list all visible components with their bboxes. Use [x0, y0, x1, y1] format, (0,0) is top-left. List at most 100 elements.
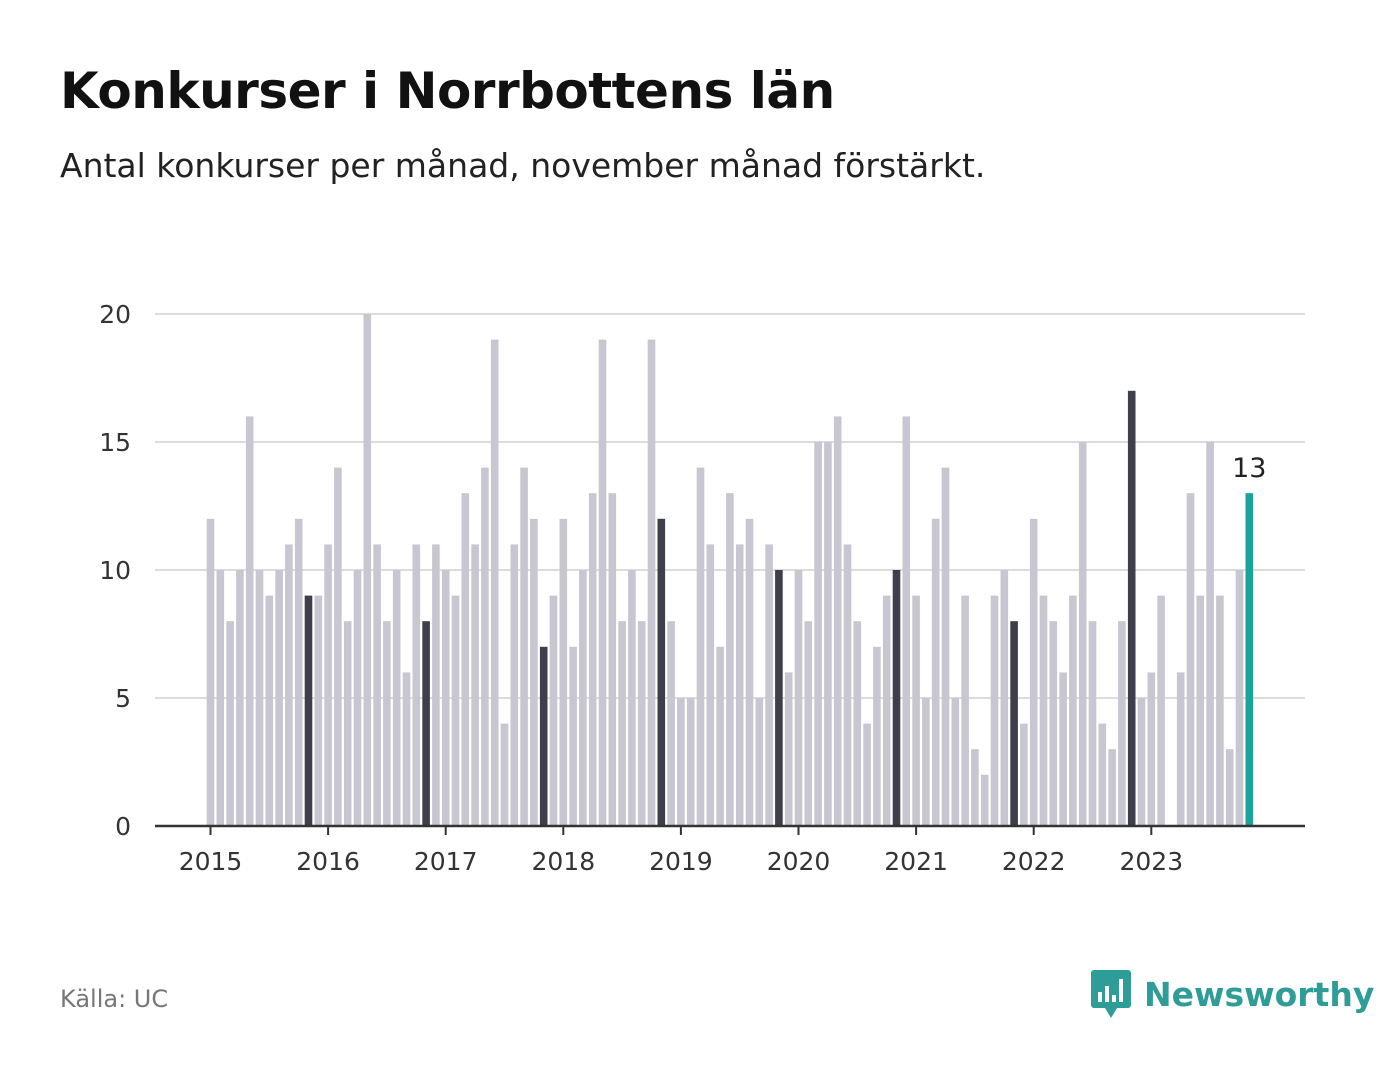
bars: [206, 314, 1254, 826]
bar: [422, 621, 430, 826]
bar: [1059, 672, 1067, 826]
x-tick-label: 2023: [1119, 847, 1183, 876]
bar: [1118, 621, 1126, 826]
x-tick-label: 2021: [884, 847, 948, 876]
bar: [794, 570, 803, 826]
bar: [334, 467, 342, 826]
chart-title: Konkurser i Norrbottens län: [60, 62, 835, 120]
bar: [1186, 493, 1195, 826]
y-tick-label: 5: [115, 684, 131, 713]
bar: [353, 570, 362, 826]
bar: [451, 595, 460, 826]
bar: [941, 467, 950, 826]
bar: [745, 518, 754, 826]
bar: [265, 595, 274, 826]
bar: [1049, 621, 1058, 826]
bar: [314, 595, 323, 826]
bar: [412, 544, 421, 826]
bar: [1206, 442, 1214, 826]
bar: [735, 544, 744, 826]
bar: [804, 621, 813, 826]
x-tick-label: 2016: [296, 847, 360, 876]
bar: [500, 723, 509, 826]
x-tick-label: 2022: [1002, 847, 1066, 876]
x-tick-label: 2019: [649, 847, 713, 876]
bar: [275, 570, 283, 826]
bar: [628, 570, 636, 826]
bar: [765, 544, 773, 826]
bar: [294, 518, 303, 826]
bar: [784, 672, 793, 826]
bar: [1137, 698, 1146, 826]
bar: [343, 621, 352, 826]
bar: [549, 595, 558, 826]
bar: [588, 493, 597, 826]
bar: [304, 595, 313, 826]
bar: [539, 646, 548, 826]
bar: [324, 544, 332, 826]
bar: [1108, 749, 1116, 826]
bar: [579, 570, 587, 826]
bar: [471, 544, 479, 826]
bar: [931, 518, 940, 826]
bar: [569, 646, 577, 826]
bar: [922, 698, 930, 826]
bar: [971, 749, 979, 826]
bar: [1069, 595, 1077, 826]
bar: [843, 544, 852, 826]
bar: [490, 339, 499, 826]
bar: [363, 314, 372, 826]
y-tick-label: 20: [99, 300, 131, 329]
bar: [657, 518, 666, 826]
bar: [951, 698, 960, 826]
bar: [1078, 442, 1087, 826]
bar: [1216, 595, 1224, 826]
bar: [686, 698, 695, 826]
y-axis-ticks: 0 5 10 15 20: [99, 300, 131, 841]
bar: [598, 339, 607, 826]
bar: [441, 570, 450, 826]
bar: [726, 493, 734, 826]
bar: [882, 595, 891, 826]
bar: [216, 570, 225, 826]
bar: [285, 544, 293, 826]
source-note: Källa: UC: [60, 985, 169, 1013]
bar: [912, 595, 920, 826]
bar: [559, 518, 568, 826]
bar: [677, 698, 685, 826]
bar: [402, 672, 411, 826]
bar: [236, 570, 244, 826]
bar: [1235, 570, 1244, 826]
bar: [814, 442, 822, 826]
bar: [1029, 518, 1038, 826]
bar: [667, 621, 675, 826]
bar: [1039, 595, 1048, 826]
bar: [481, 467, 489, 826]
bar: [1147, 672, 1156, 826]
bar: [383, 621, 391, 826]
bar: [824, 442, 832, 826]
bar: [392, 570, 401, 826]
bar: [696, 467, 705, 826]
bar: [1010, 621, 1018, 826]
bar: [520, 467, 528, 826]
y-tick-label: 15: [99, 428, 131, 457]
bar: [647, 339, 656, 826]
brand-logo[interactable]: Newsworthy: [1090, 968, 1374, 1020]
x-axis: 2015 2016 2017 2018 2019 2020 2021 2022 2023: [155, 824, 1305, 876]
bar: [530, 518, 538, 826]
bar: [637, 621, 646, 826]
bar: [1000, 570, 1009, 826]
bar: [373, 544, 381, 826]
bar: [706, 544, 715, 826]
bar: [892, 570, 901, 826]
data-label-latest: 13: [1232, 453, 1266, 484]
bar: [980, 774, 989, 826]
bar: [206, 518, 215, 826]
bar: [755, 698, 764, 826]
bar: [1176, 672, 1185, 826]
bar: [618, 621, 626, 826]
bar: [255, 570, 264, 826]
bar: [1088, 621, 1097, 826]
bar: [432, 544, 440, 826]
